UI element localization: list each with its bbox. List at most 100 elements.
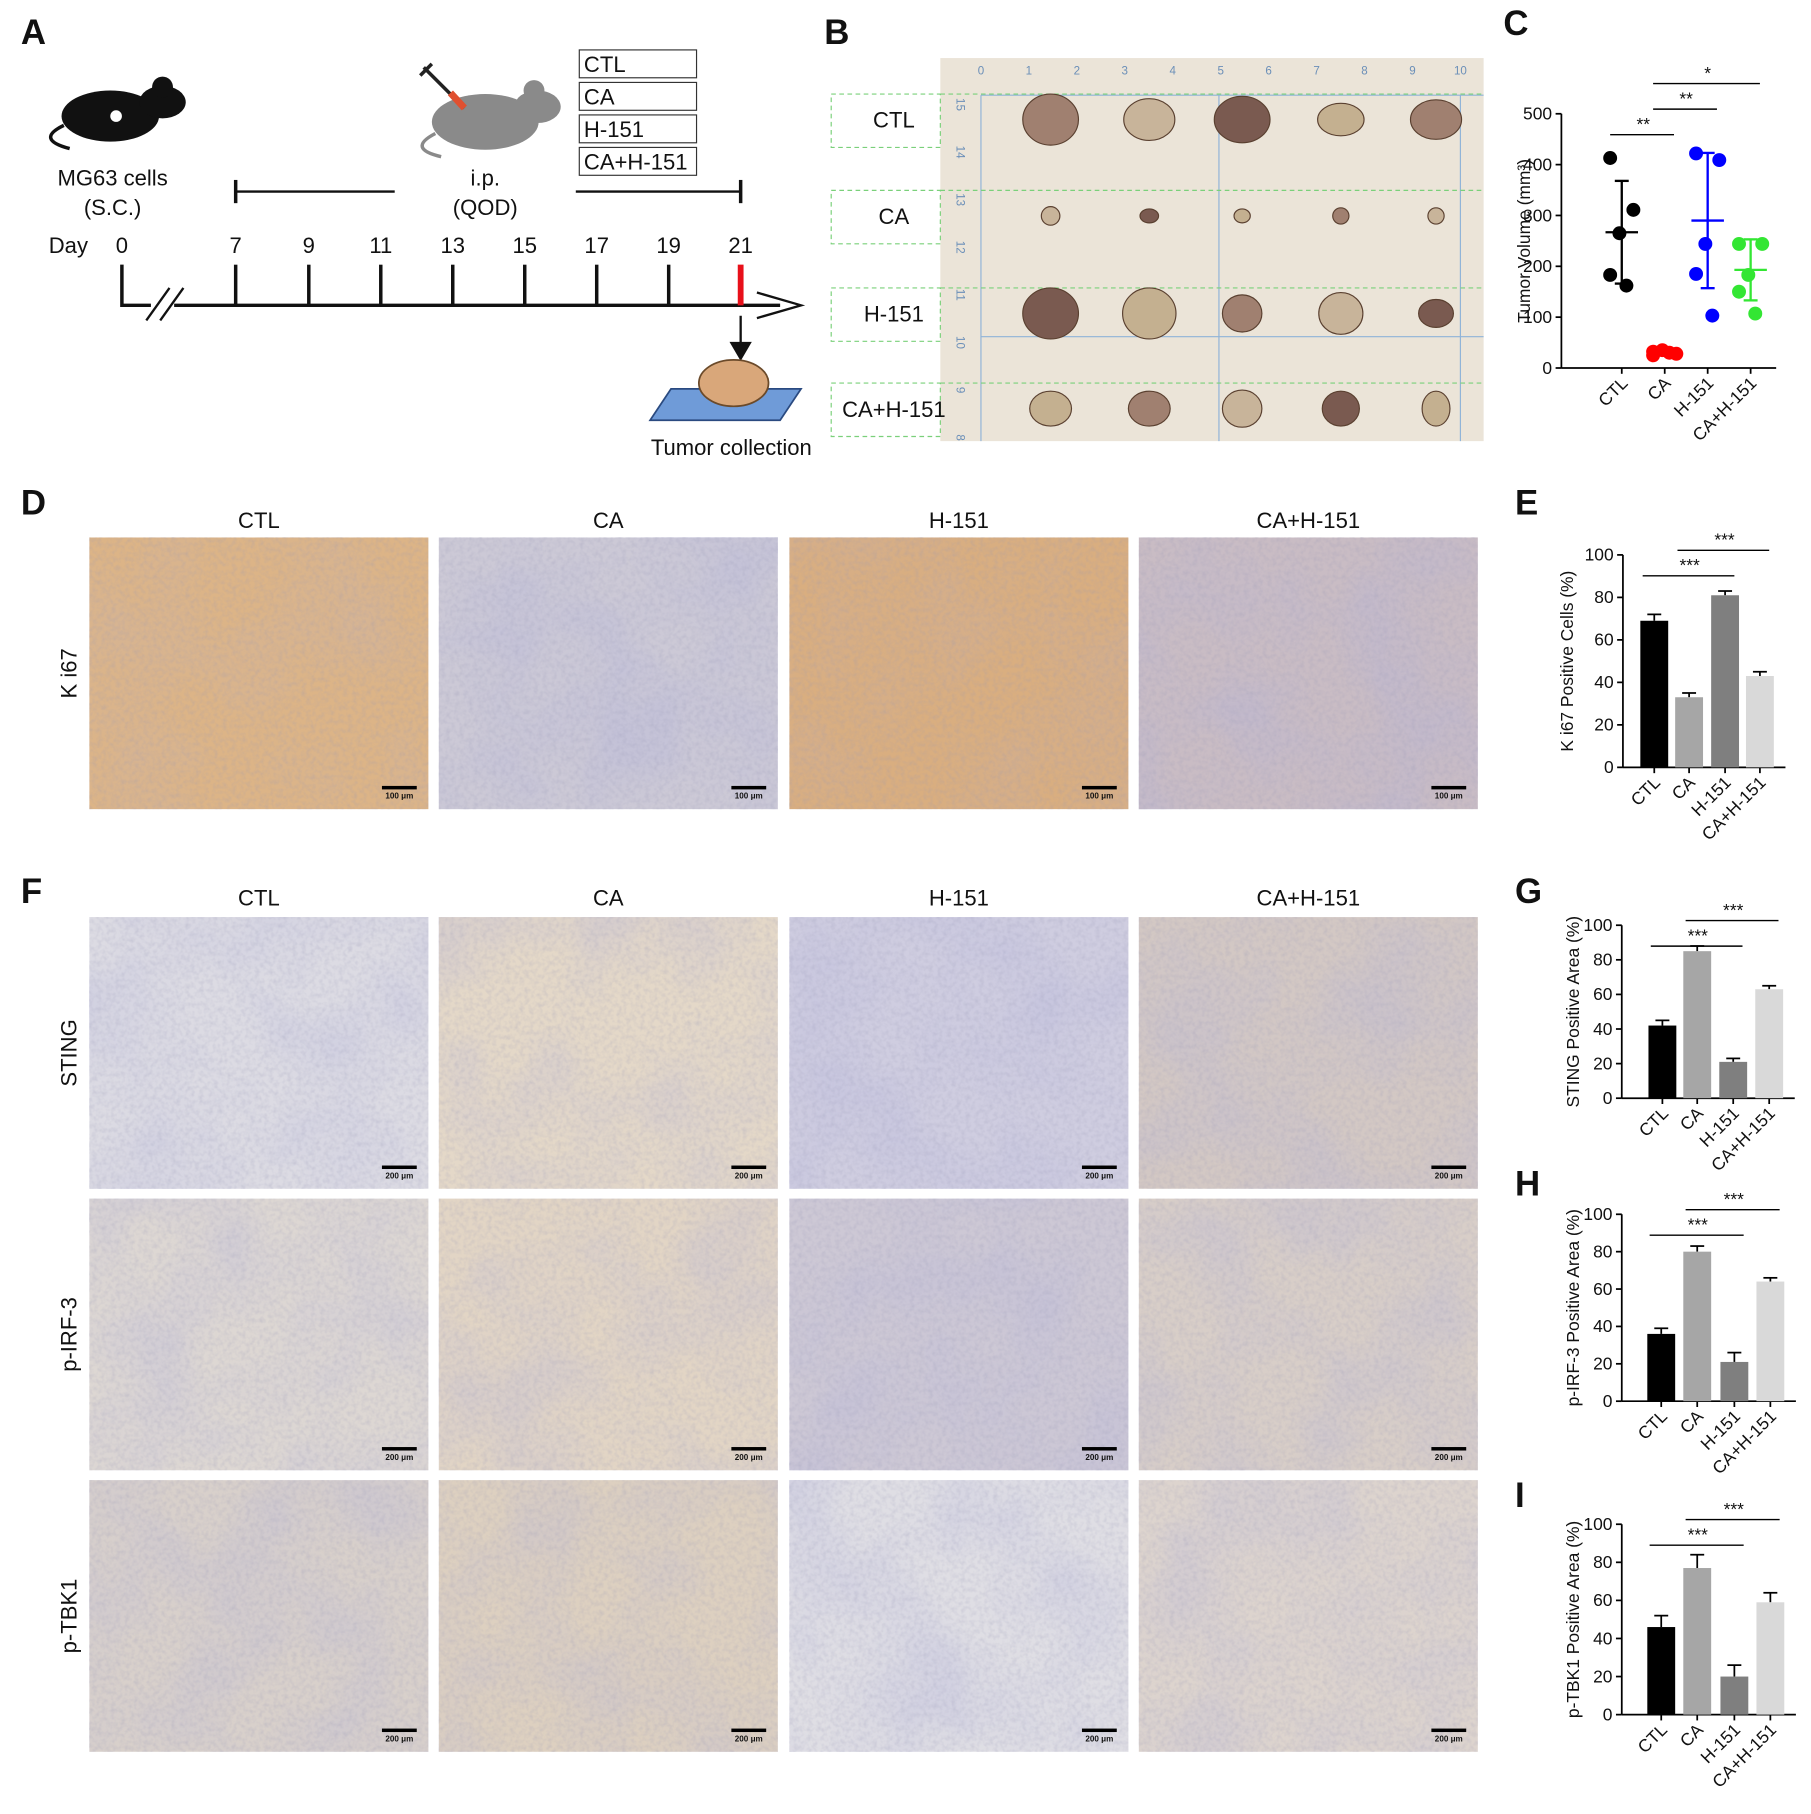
group-frame	[830, 93, 941, 149]
day-label: Day	[49, 233, 88, 258]
y-tick-label: 80	[1594, 587, 1613, 607]
x-tick-label: CA	[1643, 373, 1675, 405]
tumor	[1421, 390, 1451, 427]
mouse-icon	[420, 80, 561, 159]
significance-label: ***	[1724, 1499, 1745, 1519]
y-axis-title: p-IRF-3 Positive Area (%)	[1563, 1209, 1583, 1406]
tumor-pad	[648, 359, 803, 422]
column-label: CA	[593, 508, 624, 533]
ruler-label: 10	[1454, 64, 1467, 77]
y-tick-label: 0	[1542, 358, 1552, 378]
column-label: CA+H-151	[1257, 885, 1361, 910]
label: (S.C.)	[84, 195, 142, 220]
column-label: CTL	[238, 508, 280, 533]
y-tick-label: 0	[1603, 1391, 1613, 1411]
y-tick-label: 40	[1594, 672, 1613, 692]
ruler-label: 8	[954, 434, 967, 440]
tumor	[1022, 287, 1080, 340]
ruler-label: 7	[1313, 64, 1319, 77]
scale-bar	[381, 1165, 417, 1170]
scale-label: 200 μm	[1085, 1171, 1113, 1180]
scale-label: 200 μm	[1435, 1453, 1463, 1462]
scale-label: 200 μm	[1435, 1734, 1463, 1743]
y-tick-label: 0	[1603, 1088, 1613, 1108]
scale-bar	[731, 1447, 767, 1451]
data-point	[1755, 236, 1770, 251]
data-point	[1603, 151, 1618, 165]
scale-bar	[381, 1447, 417, 1451]
bar	[1720, 1361, 1749, 1402]
row-label: STING	[57, 1019, 82, 1086]
data-point	[1748, 306, 1763, 321]
y-tick-label: 20	[1593, 1053, 1612, 1073]
group-frame	[830, 189, 941, 245]
y-tick-label: 100	[1583, 1514, 1612, 1534]
data-point	[1689, 146, 1704, 161]
bar	[1683, 1251, 1712, 1402]
ruler-label: 11	[954, 289, 967, 301]
significance-label: ***	[1688, 1215, 1709, 1235]
day-tick-label: 11	[369, 233, 392, 258]
day-tick-label: 0	[116, 233, 128, 258]
scale-label: 100 μm	[385, 792, 413, 801]
group-label: CA	[584, 84, 615, 109]
y-tick-label: 100	[1583, 915, 1612, 935]
significance-label: ***	[1723, 900, 1744, 920]
y-tick-label: 60	[1593, 984, 1612, 1004]
label: i.p.	[471, 166, 500, 191]
scale-bar	[1431, 785, 1467, 790]
mouse-icon	[49, 76, 186, 151]
micrograph-texture	[1138, 917, 1478, 1189]
tumor	[1040, 206, 1061, 226]
y-tick-label: 40	[1593, 1316, 1612, 1336]
y-tick-label: 20	[1593, 1666, 1612, 1686]
group-label: CA+H-151	[842, 397, 946, 422]
bar	[1756, 1602, 1785, 1715]
scale-bar	[1081, 1447, 1117, 1451]
scale-bar	[1431, 1165, 1467, 1170]
ruler	[980, 94, 1484, 442]
scale-label: 200 μm	[385, 1734, 413, 1743]
group-frame	[830, 382, 941, 438]
y-tick-label: 500	[1523, 104, 1552, 124]
micrograph-texture	[1138, 537, 1478, 810]
scale-label: 200 μm	[1085, 1453, 1113, 1462]
group-box	[578, 114, 698, 144]
y-axis-title: STING Positive Area (%)	[1563, 916, 1583, 1108]
label: (QOD)	[453, 195, 518, 220]
micrograph-texture	[438, 1480, 778, 1752]
tumor	[1122, 287, 1177, 340]
scale-bar	[1431, 1447, 1467, 1451]
mouse-spot	[110, 110, 122, 122]
group-box	[578, 81, 698, 111]
y-tick-label: 80	[1593, 950, 1612, 970]
panel-label: B	[824, 13, 849, 52]
scale-label: 200 μm	[1435, 1171, 1463, 1180]
data-point	[1626, 202, 1641, 217]
scale-bar	[381, 1728, 417, 1733]
ruler-label: 3	[1122, 64, 1128, 77]
significance-label: **	[1679, 88, 1693, 108]
y-tick-label: 40	[1593, 1628, 1612, 1648]
data-point	[1732, 284, 1746, 299]
micrograph-texture	[789, 537, 1129, 810]
y-tick-label: 200	[1523, 256, 1552, 276]
group-label: CTL	[873, 108, 915, 133]
tumor	[1022, 93, 1080, 146]
scale-label: 200 μm	[735, 1734, 763, 1743]
micrograph-texture	[1138, 1480, 1478, 1752]
y-axis-title: Tumor Volume (mm³)	[1514, 159, 1534, 323]
scale-bar	[731, 1165, 767, 1170]
day-tick-label: 19	[656, 233, 681, 258]
significance-label: **	[1636, 114, 1650, 134]
ruler-label: 1	[1026, 64, 1032, 77]
y-tick-label: 20	[1593, 1354, 1612, 1374]
panel-label: G	[1515, 872, 1542, 911]
bar	[1648, 1025, 1677, 1099]
scale-bar	[1081, 785, 1117, 790]
timeline-axis	[120, 179, 806, 362]
tumor	[1233, 208, 1251, 224]
ruler-label: 12	[954, 241, 967, 254]
scale-bar	[381, 785, 417, 790]
